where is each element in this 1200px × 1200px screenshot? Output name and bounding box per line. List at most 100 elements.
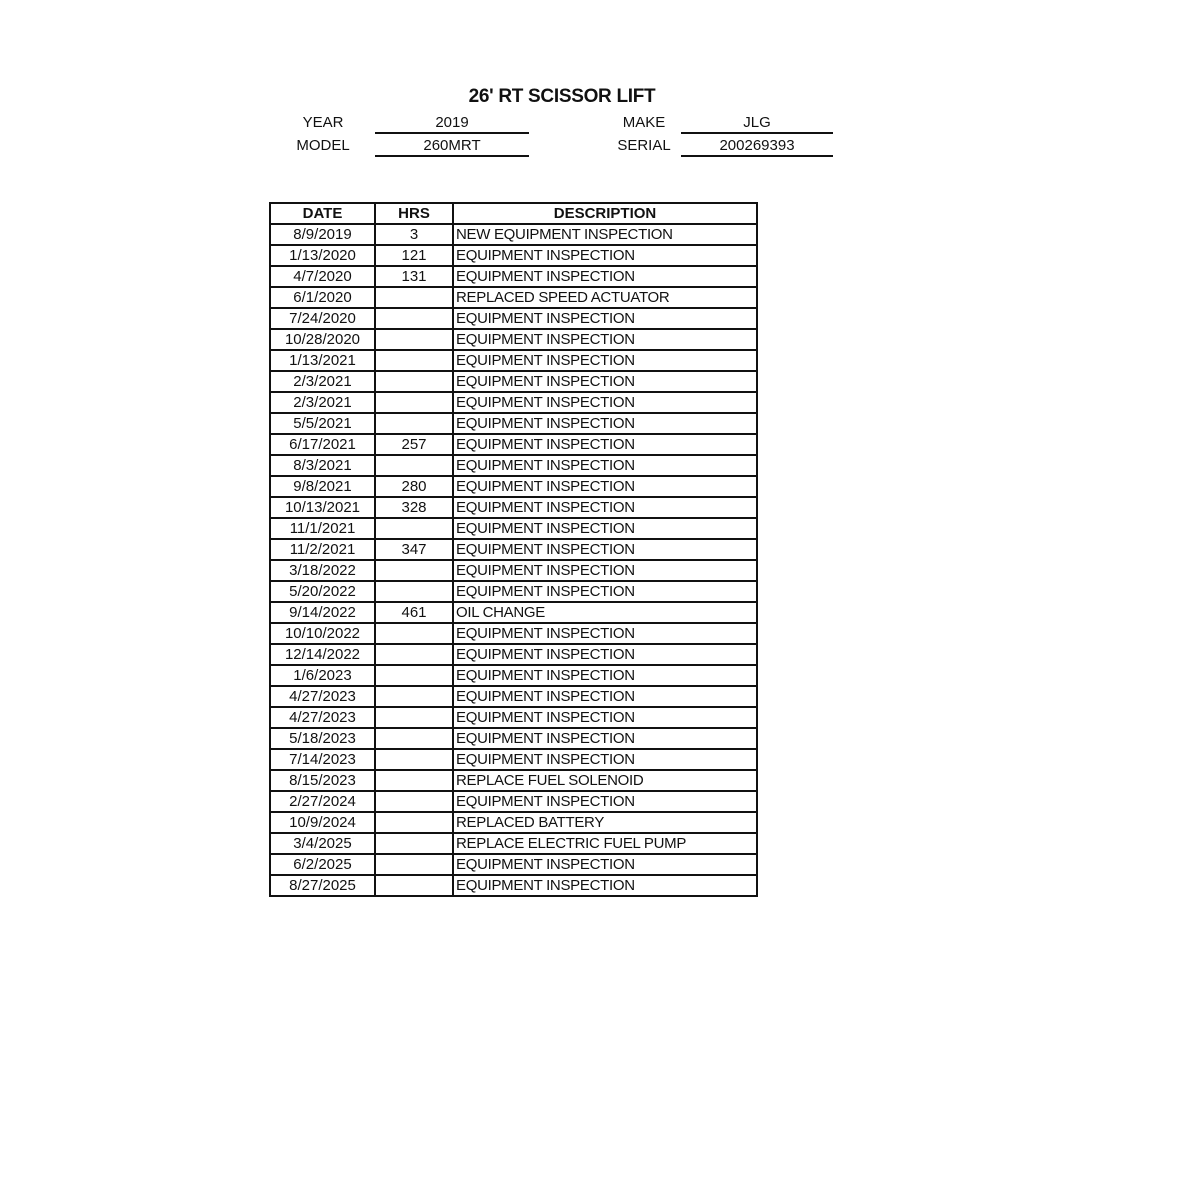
description-cell: EQUIPMENT INSPECTION: [452, 391, 758, 414]
table-row: 1/13/2020 121 EQUIPMENT INSPECTION: [269, 244, 758, 267]
hrs-cell: [374, 874, 454, 897]
description-cell: EQUIPMENT INSPECTION: [452, 853, 758, 876]
date-cell: 3/4/2025: [269, 832, 376, 855]
hrs-cell: [374, 769, 454, 792]
hrs-cell: [374, 370, 454, 393]
date-cell: 2/3/2021: [269, 370, 376, 393]
date-cell: 11/2/2021: [269, 538, 376, 561]
description-cell: EQUIPMENT INSPECTION: [452, 727, 758, 750]
description-cell: EQUIPMENT INSPECTION: [452, 517, 758, 540]
make-value: JLG: [681, 113, 833, 134]
date-cell: 8/9/2019: [269, 223, 376, 246]
table-row: 4/7/2020 131 EQUIPMENT INSPECTION: [269, 265, 758, 288]
serial-label: SERIAL: [617, 137, 671, 154]
hrs-cell: [374, 454, 454, 477]
table-row: 9/8/2021 280 EQUIPMENT INSPECTION: [269, 475, 758, 498]
hrs-cell: 347: [374, 538, 454, 561]
hrs-cell: [374, 391, 454, 414]
hrs-cell: [374, 811, 454, 834]
date-cell: 4/7/2020: [269, 265, 376, 288]
date-cell: 9/8/2021: [269, 475, 376, 498]
table-row: 11/2/2021 347 EQUIPMENT INSPECTION: [269, 538, 758, 561]
date-cell: 8/3/2021: [269, 454, 376, 477]
date-cell: 10/13/2021: [269, 496, 376, 519]
description-cell: EQUIPMENT INSPECTION: [452, 790, 758, 813]
description-cell: EQUIPMENT INSPECTION: [452, 706, 758, 729]
header-row: DATE HRS DESCRIPTION: [269, 202, 758, 225]
table-row: 8/27/2025 EQUIPMENT INSPECTION: [269, 874, 758, 897]
hrs-cell: [374, 706, 454, 729]
table-row: 2/3/2021 EQUIPMENT INSPECTION: [269, 391, 758, 414]
date-cell: 1/13/2020: [269, 244, 376, 267]
table-row: 3/4/2025 REPLACE ELECTRIC FUEL PUMP: [269, 832, 758, 855]
hrs-cell: [374, 286, 454, 309]
table-row: 3/18/2022 EQUIPMENT INSPECTION: [269, 559, 758, 582]
date-cell: 10/9/2024: [269, 811, 376, 834]
table-row: 8/9/2019 3 NEW EQUIPMENT INSPECTION: [269, 223, 758, 246]
table-row: 1/6/2023 EQUIPMENT INSPECTION: [269, 664, 758, 687]
description-cell: EQUIPMENT INSPECTION: [452, 328, 758, 351]
hrs-cell: [374, 790, 454, 813]
description-cell: REPLACED BATTERY: [452, 811, 758, 834]
date-cell: 9/14/2022: [269, 601, 376, 624]
table-row: 10/9/2024 REPLACED BATTERY: [269, 811, 758, 834]
description-cell: EQUIPMENT INSPECTION: [452, 664, 758, 687]
date-cell: 10/28/2020: [269, 328, 376, 351]
table-row: 10/28/2020 EQUIPMENT INSPECTION: [269, 328, 758, 351]
description-cell: EQUIPMENT INSPECTION: [452, 580, 758, 603]
model-value: 260MRT: [375, 136, 529, 157]
hrs-cell: 328: [374, 496, 454, 519]
hrs-cell: 257: [374, 433, 454, 456]
table-row: 1/13/2021 EQUIPMENT INSPECTION: [269, 349, 758, 372]
column-header-date: DATE: [269, 202, 376, 225]
date-cell: 7/24/2020: [269, 307, 376, 330]
hrs-cell: [374, 517, 454, 540]
table-row: 6/17/2021 257 EQUIPMENT INSPECTION: [269, 433, 758, 456]
hrs-cell: 121: [374, 244, 454, 267]
table-row: 5/18/2023 EQUIPMENT INSPECTION: [269, 727, 758, 750]
table-row: 12/14/2022 EQUIPMENT INSPECTION: [269, 643, 758, 666]
table-row: 10/13/2021 328 EQUIPMENT INSPECTION: [269, 496, 758, 519]
hrs-cell: 131: [374, 265, 454, 288]
description-cell: EQUIPMENT INSPECTION: [452, 370, 758, 393]
date-cell: 5/18/2023: [269, 727, 376, 750]
hrs-cell: [374, 622, 454, 645]
date-cell: 6/2/2025: [269, 853, 376, 876]
date-cell: 5/5/2021: [269, 412, 376, 435]
table-row: 6/1/2020 REPLACED SPEED ACTUATOR: [269, 286, 758, 309]
hrs-cell: [374, 559, 454, 582]
table-row: 8/3/2021 EQUIPMENT INSPECTION: [269, 454, 758, 477]
date-cell: 11/1/2021: [269, 517, 376, 540]
description-cell: EQUIPMENT INSPECTION: [452, 559, 758, 582]
description-cell: EQUIPMENT INSPECTION: [452, 496, 758, 519]
hrs-cell: 3: [374, 223, 454, 246]
date-cell: 8/27/2025: [269, 874, 376, 897]
serial-value: 200269393: [681, 136, 833, 157]
table-row: 7/14/2023 EQUIPMENT INSPECTION: [269, 748, 758, 771]
table-row: 10/10/2022 EQUIPMENT INSPECTION: [269, 622, 758, 645]
date-cell: 2/27/2024: [269, 790, 376, 813]
hrs-cell: [374, 685, 454, 708]
model-label: MODEL: [296, 137, 350, 154]
description-cell: REPLACED SPEED ACTUATOR: [452, 286, 758, 309]
table-row: 4/27/2023 EQUIPMENT INSPECTION: [269, 706, 758, 729]
table-row: 5/5/2021 EQUIPMENT INSPECTION: [269, 412, 758, 435]
description-cell: EQUIPMENT INSPECTION: [452, 265, 758, 288]
hrs-cell: [374, 412, 454, 435]
table-row: 6/2/2025 EQUIPMENT INSPECTION: [269, 853, 758, 876]
date-cell: 7/14/2023: [269, 748, 376, 771]
year-label: YEAR: [302, 114, 344, 131]
hrs-cell: [374, 853, 454, 876]
description-cell: EQUIPMENT INSPECTION: [452, 748, 758, 771]
table-row: 5/20/2022 EQUIPMENT INSPECTION: [269, 580, 758, 603]
description-cell: EQUIPMENT INSPECTION: [452, 538, 758, 561]
date-cell: 8/15/2023: [269, 769, 376, 792]
date-cell: 12/14/2022: [269, 643, 376, 666]
table-row: 9/14/2022 461 OIL CHANGE: [269, 601, 758, 624]
make-label: MAKE: [622, 114, 666, 131]
table-row: 2/27/2024 EQUIPMENT INSPECTION: [269, 790, 758, 813]
hrs-cell: 461: [374, 601, 454, 624]
table-row: 8/15/2023 REPLACE FUEL SOLENOID: [269, 769, 758, 792]
date-cell: 4/27/2023: [269, 706, 376, 729]
hrs-cell: [374, 643, 454, 666]
